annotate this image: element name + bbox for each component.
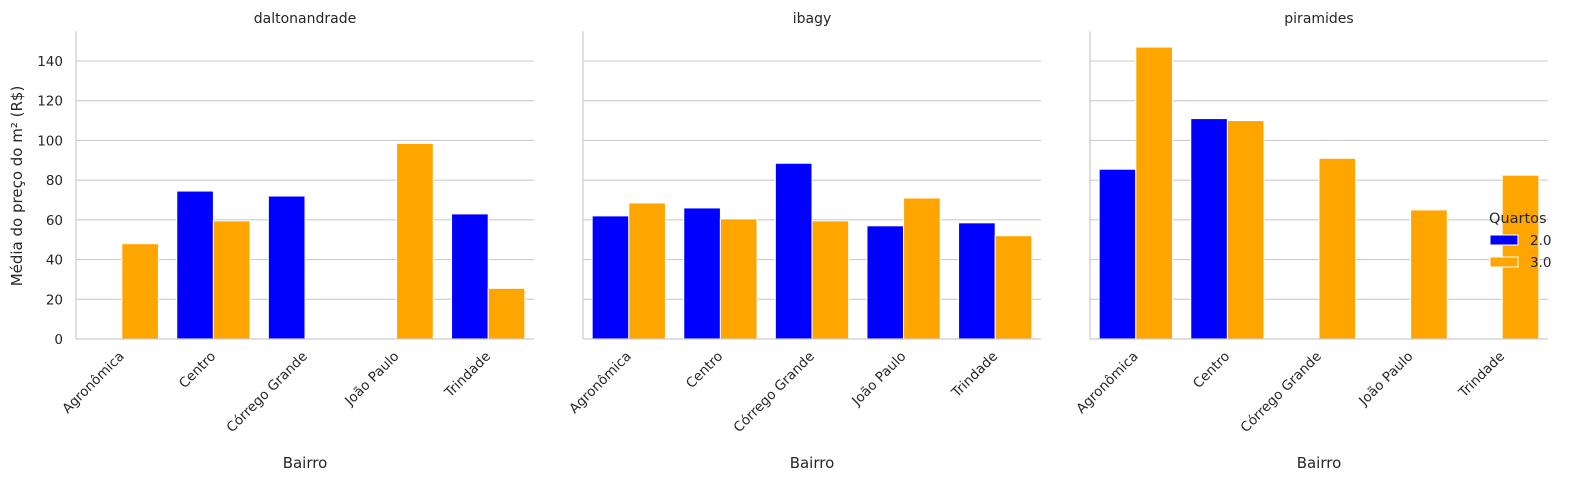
panel-title: ibagy — [793, 11, 832, 27]
bar-córrego-grande-3-0 — [1318, 157, 1357, 340]
bar-centro-3-0 — [719, 218, 758, 340]
bar-centro-2-0 — [683, 207, 721, 340]
x-axis-label: Bairro — [790, 454, 835, 472]
legend-label: 2.0 — [1530, 233, 1551, 249]
bar-agronômica-3-0 — [121, 243, 159, 340]
y-tick-label: 100 — [37, 133, 63, 149]
bar-córrego-grande-2-0 — [774, 162, 813, 340]
bar-córrego-grande-3-0 — [811, 220, 850, 340]
bar-joão-paulo-3-0 — [1410, 209, 1448, 340]
bar-agronômica-3-0 — [1135, 46, 1173, 340]
y-tick-label: 140 — [37, 54, 63, 70]
x-tick-label: Córrego Grande — [731, 349, 818, 436]
bar-trindade-3-0 — [487, 287, 526, 340]
y-tick-label: 20 — [46, 292, 63, 308]
bar-centro-3-0 — [1226, 120, 1265, 340]
bar-agronômica-2-0 — [591, 215, 630, 340]
legend-label: 3.0 — [1530, 255, 1551, 271]
panel-title: piramides — [1284, 11, 1353, 27]
x-tick-label: Centro — [683, 349, 726, 392]
bar-joão-paulo-2-0 — [866, 225, 905, 340]
bar-centro-3-0 — [212, 220, 251, 340]
y-tick-label: 120 — [37, 94, 63, 110]
bar-córrego-grande-2-0 — [267, 195, 306, 340]
x-tick-label: Trindade — [1455, 349, 1508, 402]
bar-agronômica-2-0 — [1098, 168, 1137, 340]
x-tick-label: João Paulo — [848, 349, 909, 410]
x-tick-label: Trindade — [948, 349, 1001, 402]
legend-title: Quartos — [1489, 211, 1547, 227]
bar-trindade-3-0 — [994, 235, 1033, 340]
bar-trindade-2-0 — [451, 213, 489, 340]
y-axis-label: Média do preço do m² (R$) — [8, 86, 26, 287]
x-axis-label: Bairro — [283, 454, 328, 472]
legend-swatch-3-0 — [1489, 256, 1519, 268]
y-tick-label: 40 — [46, 253, 63, 269]
x-tick-label: Agronômica — [566, 349, 634, 417]
bar-joão-paulo-3-0 — [396, 142, 434, 340]
x-tick-label: João Paulo — [341, 349, 402, 410]
y-tick-label: 80 — [46, 173, 63, 189]
legend-swatch-2-0 — [1489, 234, 1519, 246]
bar-trindade-2-0 — [958, 222, 996, 340]
x-tick-label: Trindade — [441, 349, 494, 402]
x-tick-label: Centro — [1190, 349, 1233, 392]
x-axis-label: Bairro — [1297, 454, 1342, 472]
x-tick-label: Córrego Grande — [1238, 349, 1325, 436]
bar-centro-2-0 — [1190, 118, 1228, 340]
panel-title: daltonandrade — [254, 11, 356, 27]
x-tick-label: Agronômica — [1073, 349, 1141, 417]
x-tick-label: João Paulo — [1355, 349, 1416, 410]
bar-centro-2-0 — [176, 190, 214, 340]
x-tick-label: Agronômica — [59, 349, 127, 417]
bar-joão-paulo-3-0 — [903, 197, 941, 340]
y-tick-label: 60 — [46, 213, 63, 229]
x-tick-label: Córrego Grande — [224, 349, 311, 436]
y-tick-label: 0 — [54, 332, 63, 348]
x-tick-label: Centro — [176, 349, 219, 392]
bar-agronômica-3-0 — [628, 202, 666, 340]
